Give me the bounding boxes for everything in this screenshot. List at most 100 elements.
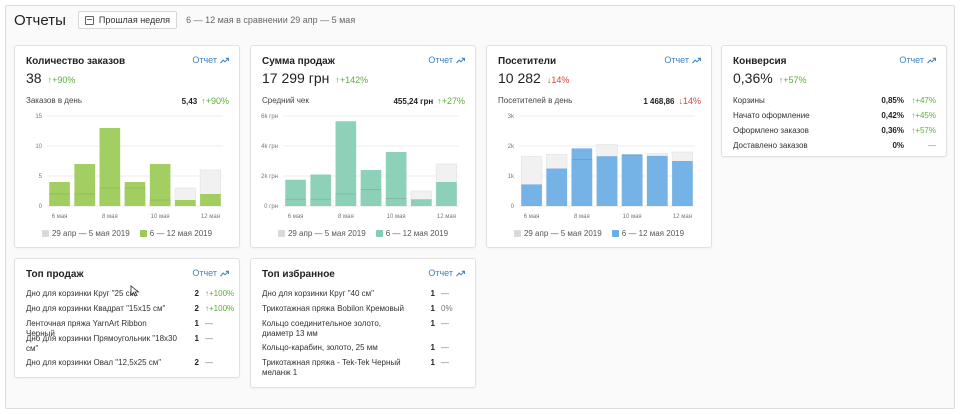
legend-item-previous[interactable]: 29 апр — 5 мая 2019: [513, 229, 602, 238]
metric-row: 0,36% ↑+57%: [733, 70, 806, 86]
trend-arrow-icon: [220, 270, 229, 276]
mouse-cursor-icon: [130, 285, 140, 297]
chart-legend: 29 апр — 5 мая 2019 6 — 12 мая 2019: [487, 229, 711, 238]
y-tick-label: 15: [35, 114, 42, 120]
x-tick-label: 10 мая: [151, 214, 170, 220]
chart-legend: 29 апр — 5 мая 2019 6 — 12 мая 2019: [251, 229, 475, 238]
x-tick-label: 8 мая: [338, 214, 354, 220]
list-item[interactable]: Трикотажная пряжа - Tek-Tek Черный мелан…: [262, 358, 449, 377]
legend-item-current[interactable]: 6 — 12 мая 2019: [611, 229, 684, 238]
bar-current: [410, 199, 432, 206]
trend-arrow-icon: [220, 57, 229, 63]
sub-metric-label: Заказов в день: [26, 96, 82, 105]
list-item[interactable]: Кольцо соединительное золото, диаметр 13…: [262, 319, 449, 338]
x-tick-label: 10 мая: [623, 214, 642, 220]
list-item[interactable]: Дно для корзинки Круг "25 см" 2 ↑+100%: [26, 289, 235, 298]
trend-arrow-icon: [927, 57, 936, 63]
y-tick-label: 0: [511, 204, 515, 210]
list-item[interactable]: Трикотажная пряжа Bobilon Кремовый 1 0%: [262, 304, 453, 313]
report-link-label: Отчет: [899, 55, 924, 65]
sub-metric-label: Посетителей в день: [498, 96, 573, 105]
x-tick-label: 6 мая: [524, 214, 540, 220]
report-link[interactable]: Отчет: [664, 55, 701, 65]
bar-current: [335, 121, 357, 206]
x-tick-label: 6 мая: [52, 214, 68, 220]
legend-swatch-current: [139, 230, 147, 237]
bar-current: [621, 154, 643, 206]
metric-delta: ↑+90%: [47, 75, 76, 85]
list-item[interactable]: Ленточная пряжа YarnArt Ribbon Черный 1 …: [26, 319, 213, 338]
metric-delta: ↓14%: [546, 75, 570, 85]
legend-swatch-previous: [41, 230, 49, 237]
conversion-row: Начато оформление 0,42% ↑+45%: [733, 111, 936, 120]
card-title: Сумма продаж: [262, 56, 335, 67]
bar-current: [310, 174, 332, 206]
reports-header: Отчеты Прошлая неделя 6 — 12 мая в сравн…: [14, 11, 355, 29]
metric-value: 17 299 грн: [262, 70, 330, 86]
report-link[interactable]: Отчет: [192, 268, 229, 278]
sub-metric-delta: ↓14%: [678, 96, 701, 106]
report-link[interactable]: Отчет: [428, 55, 465, 65]
bar-current: [99, 128, 121, 206]
legend-item-previous[interactable]: 29 апр — 5 мая 2019: [41, 229, 130, 238]
sub-metric-value: 5,43: [181, 97, 198, 106]
card-title: Количество заказов: [26, 56, 126, 67]
y-tick-label: 0: [39, 204, 43, 210]
y-tick-label: 2k грн: [261, 174, 278, 180]
orders-card: Количество заказов Отчет 38 ↑+90% Заказо…: [14, 45, 240, 248]
trend-arrow-icon: [692, 57, 701, 63]
x-tick-label: 12 мая: [673, 214, 692, 220]
sub-metric-row: Посетителей в день 1 468,86 ↓14%: [498, 96, 701, 106]
bar-current: [521, 184, 542, 206]
legend-swatch-previous: [277, 230, 285, 237]
sales-card: Сумма продаж Отчет 17 299 грн ↑+142% Сре…: [250, 45, 476, 248]
metric-value: 38: [26, 70, 42, 86]
chart-legend: 29 апр — 5 мая 2019 6 — 12 мая 2019: [15, 229, 239, 238]
y-tick-label: 3k: [508, 114, 515, 120]
bar-current: [360, 170, 382, 206]
x-tick-label: 6 мая: [288, 214, 304, 220]
legend-item-previous[interactable]: 29 апр — 5 мая 2019: [277, 229, 366, 238]
visitors-card: Посетители Отчет 10 282 ↓14% Посетителей…: [486, 45, 712, 248]
card-title: Топ продаж: [26, 269, 84, 280]
legend-item-current[interactable]: 6 — 12 мая 2019: [375, 229, 448, 238]
bar-current: [436, 182, 457, 206]
card-title: Посетители: [498, 56, 557, 67]
list-item[interactable]: Кольцо-карабин, золото, 25 мм 1 —: [262, 343, 449, 352]
list-item[interactable]: Дно для корзинки Прямоугольник "18x30 см…: [26, 334, 213, 353]
report-link[interactable]: Отчет: [899, 55, 936, 65]
legend-item-current[interactable]: 6 — 12 мая 2019: [139, 229, 212, 238]
bar-current: [49, 182, 70, 206]
report-link-label: Отчет: [428, 268, 453, 278]
card-title: Конверсия: [733, 56, 787, 67]
y-tick-label: 2k: [508, 144, 515, 150]
calendar-icon: [84, 15, 94, 25]
bar-current: [174, 200, 196, 206]
report-link-label: Отчет: [192, 55, 217, 65]
sub-metric-delta: ↑+27%: [437, 96, 465, 106]
y-tick-label: 6k грн: [261, 114, 278, 120]
card-title: Топ избранное: [262, 269, 335, 280]
list-item[interactable]: Дно для корзинки Круг "40 см" 1 —: [262, 289, 449, 298]
trend-arrow-icon: [456, 57, 465, 63]
sub-metric-value: 1 468,86: [643, 97, 675, 106]
list-item[interactable]: Дно для корзинки Овал "12,5x25 см" 2 —: [26, 358, 213, 367]
report-link[interactable]: Отчет: [192, 55, 229, 65]
period-button-label: Прошлая неделя: [98, 15, 171, 25]
period-select-button[interactable]: Прошлая неделя: [77, 11, 178, 29]
bar-current: [646, 155, 668, 206]
bar-current: [385, 152, 407, 206]
period-comparison-text: 6 — 12 мая в сравнении 29 апр — 5 мая: [186, 15, 356, 25]
conversion-row: Корзины 0,85% ↑+47%: [733, 96, 936, 105]
bar-current: [546, 168, 568, 206]
report-link[interactable]: Отчет: [428, 268, 465, 278]
bar-current: [596, 156, 618, 206]
orders-chart: 0 5 10 15 6 мая 8 мая 10 мая 12 мая: [35, 114, 223, 220]
sub-metric-label: Средний чек: [262, 96, 309, 105]
legend-swatch-current: [611, 230, 619, 237]
bar-current: [200, 194, 221, 206]
sub-metric-row: Заказов в день 5,43 ↑+90%: [26, 96, 229, 106]
list-item[interactable]: Дно для корзинки Квадрат "15x15 см" 2 ↑+…: [26, 304, 235, 313]
y-tick-label: 1k: [508, 174, 515, 180]
legend-swatch-current: [375, 230, 383, 237]
